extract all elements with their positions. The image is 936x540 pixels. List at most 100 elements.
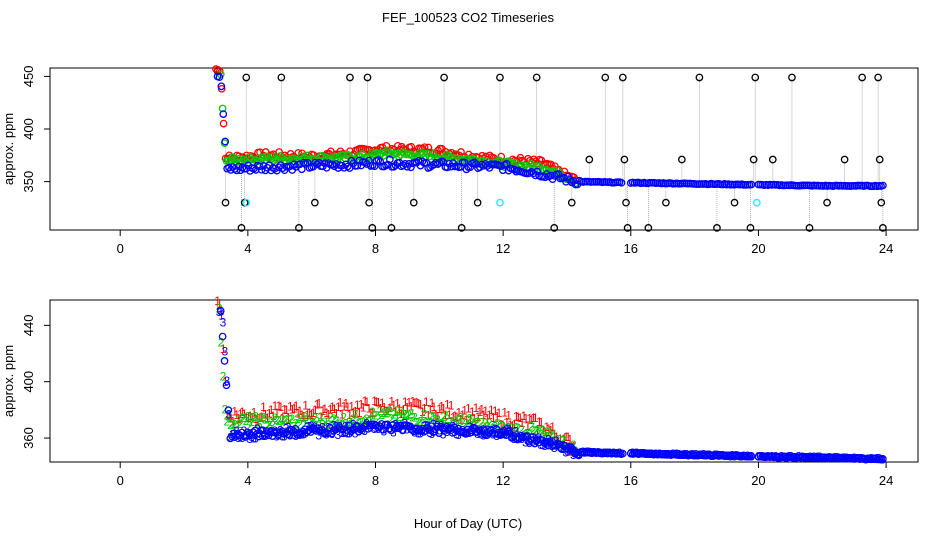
point-blue (533, 167, 542, 176)
point-1: 1 (505, 409, 512, 423)
point-2: 2 (530, 424, 537, 438)
point-blue (481, 160, 490, 168)
point-1: 1 (524, 419, 531, 433)
point-3: 3 (248, 430, 255, 444)
point-1: 1 (530, 411, 537, 425)
point-blue (311, 158, 320, 167)
point-2: 2 (534, 423, 541, 437)
point-green (218, 104, 227, 113)
point-1: 1 (436, 402, 443, 416)
point-3: 3 (436, 424, 443, 438)
point-2: 2 (455, 413, 462, 427)
point-1: 1 (471, 412, 478, 426)
point-3: 3 (227, 431, 234, 445)
point-1: 1 (367, 406, 374, 420)
point-1: 1 (365, 401, 372, 415)
point-2: 2 (424, 416, 431, 430)
point-o (262, 427, 271, 435)
point-o (477, 426, 485, 435)
point-2: 2 (415, 415, 422, 429)
point-1: 1 (214, 294, 221, 308)
point-3: 3 (271, 424, 278, 438)
point-2: 2 (388, 412, 395, 426)
point-2: 2 (423, 416, 430, 430)
point-1: 1 (463, 413, 470, 427)
point-o (498, 430, 507, 439)
point-blue (324, 159, 333, 167)
point-2: 2 (313, 415, 320, 429)
point-black (678, 155, 686, 164)
point-3: 3 (218, 305, 225, 319)
point-1: 1 (413, 395, 420, 409)
point-o (339, 425, 348, 433)
point-black (473, 198, 482, 207)
point-1: 1 (283, 403, 290, 417)
point-2: 2 (560, 433, 567, 447)
point-2: 2 (499, 419, 506, 433)
point-black (387, 224, 396, 232)
point-1: 1 (534, 424, 541, 438)
point-1: 1 (241, 407, 248, 421)
point-2: 2 (467, 412, 474, 426)
point-o (437, 422, 445, 431)
point-1: 1 (565, 430, 572, 444)
point-2: 2 (350, 412, 357, 426)
point-1: 1 (461, 403, 468, 417)
point-1: 1 (260, 400, 267, 414)
point-1: 1 (553, 430, 560, 444)
point-3: 3 (503, 423, 510, 437)
point-2: 2 (457, 411, 464, 425)
point-2: 2 (541, 429, 548, 443)
point-2: 2 (321, 415, 328, 429)
point-3: 3 (382, 419, 389, 433)
point-2: 2 (543, 429, 550, 443)
point-1: 1 (398, 407, 405, 421)
point-3: 3 (246, 432, 253, 446)
point-black (532, 73, 541, 82)
point-2: 2 (428, 409, 435, 423)
point-black (409, 198, 418, 207)
point-2: 2 (296, 418, 303, 432)
point-2: 2 (553, 432, 560, 446)
point-red (219, 119, 228, 128)
point-1: 1 (337, 396, 344, 410)
point-green (379, 151, 388, 160)
point-2: 2 (532, 424, 539, 438)
point-blue (221, 137, 230, 146)
point-2: 2 (514, 421, 521, 435)
point-o (245, 429, 254, 438)
point-black (457, 224, 466, 232)
point-o (222, 381, 231, 390)
point-1: 1 (427, 403, 434, 417)
point-1: 1 (547, 423, 554, 437)
point-2: 2 (547, 429, 554, 443)
point-2: 2 (559, 434, 566, 448)
point-1: 1 (488, 403, 495, 417)
point-1: 1 (478, 403, 485, 417)
point-1: 1 (415, 397, 422, 411)
point-1: 1 (371, 394, 378, 408)
point-3: 3 (296, 428, 303, 442)
point-2: 2 (315, 419, 322, 433)
point-2: 2 (294, 412, 301, 426)
point-1: 1 (496, 406, 503, 420)
point-1: 1 (224, 408, 231, 422)
point-1: 1 (266, 407, 273, 421)
point-2: 2 (518, 423, 525, 437)
point-cyan (496, 198, 504, 207)
point-1: 1 (545, 422, 552, 436)
point-black (695, 73, 704, 82)
point-1: 1 (362, 394, 369, 408)
point-2: 2 (329, 413, 336, 427)
point-2: 2 (267, 415, 274, 429)
point-o (461, 430, 470, 438)
point-1: 1 (532, 411, 539, 425)
point-blue (386, 155, 394, 164)
point-2: 2 (377, 404, 384, 418)
point-black (622, 198, 630, 207)
point-2: 2 (273, 413, 280, 427)
point-1: 1 (394, 397, 401, 411)
top-panel: approx. ppm 0 4 8 12 16 20 24 350 400 450 (1, 65, 919, 256)
point-2: 2 (233, 420, 240, 434)
point-black (550, 224, 559, 232)
